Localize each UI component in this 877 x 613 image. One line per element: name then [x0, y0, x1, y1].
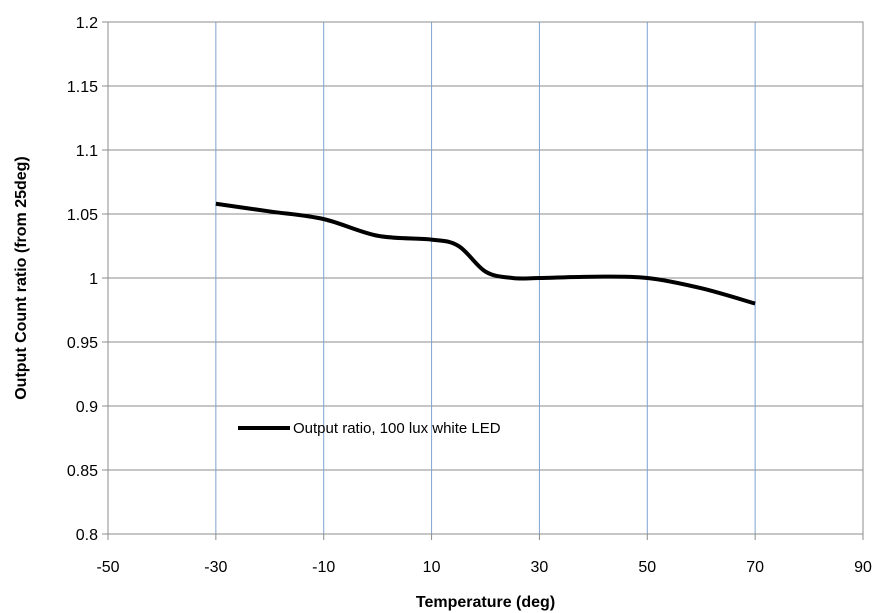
y-tick-label: 1.05 — [67, 207, 98, 224]
legend-label: Output ratio, 100 lux white LED — [293, 420, 501, 437]
y-axis-title: Output Count ratio (from 25deg) — [13, 156, 30, 400]
x-tick-label: 70 — [746, 559, 764, 576]
y-tick-label: 1 — [89, 271, 98, 288]
y-tick-label: 0.9 — [76, 399, 98, 416]
x-tick-label: -50 — [96, 559, 119, 576]
legend: Output ratio, 100 lux white LED — [238, 420, 501, 437]
y-tick-label: 0.95 — [67, 335, 98, 352]
y-tick-label: 1.15 — [67, 79, 98, 96]
y-tick-label: 1.1 — [76, 143, 98, 160]
x-tick-label: 90 — [854, 559, 872, 576]
x-tick-label: 50 — [638, 559, 656, 576]
x-tick-label: 10 — [423, 559, 441, 576]
x-tick-label: 30 — [531, 559, 549, 576]
x-tick-label: -30 — [204, 559, 227, 576]
y-tick-label: 0.8 — [76, 527, 98, 544]
series-line — [215, 201, 756, 306]
y-tick-label: 1.2 — [76, 15, 98, 32]
y-tick-label: 0.85 — [67, 463, 98, 480]
x-axis-title: Temperature (deg) — [416, 594, 555, 611]
series — [215, 201, 756, 306]
grid — [108, 21, 863, 534]
x-tick-label: -10 — [312, 559, 335, 576]
y-axis: 0.8 0.85 0.9 0.95 1 1.05 1.1 1.15 1.2 — [67, 15, 108, 544]
x-axis: -50 -30 -10 10 30 50 70 90 — [96, 534, 872, 576]
